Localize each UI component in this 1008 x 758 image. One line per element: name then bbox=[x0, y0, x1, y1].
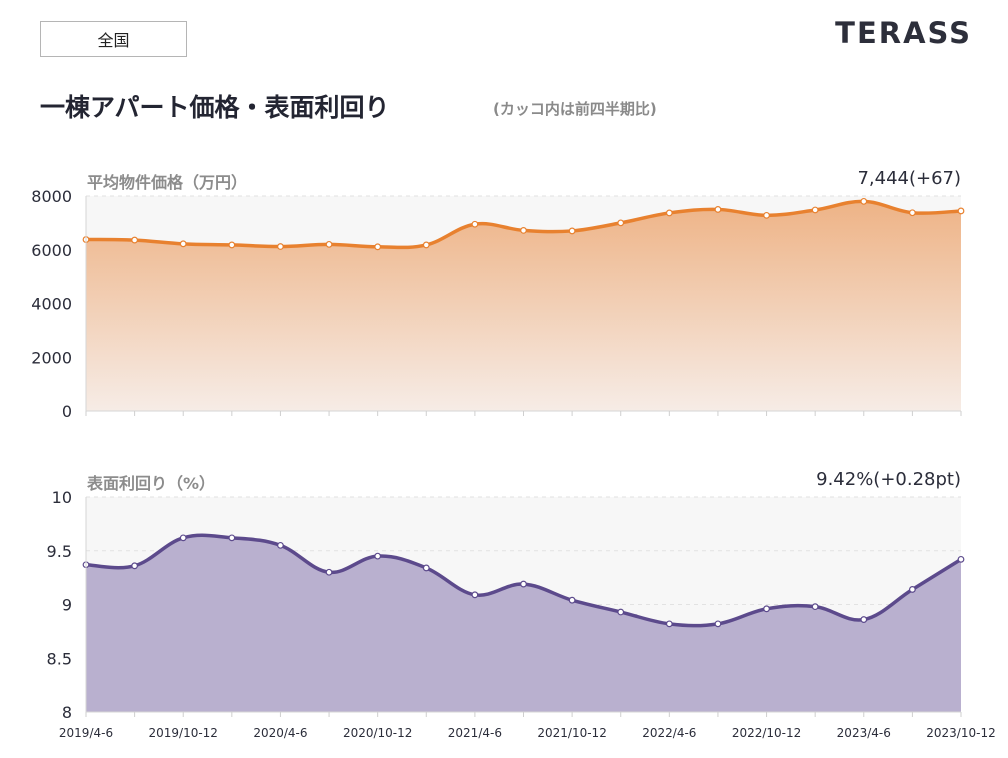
yield-data-point bbox=[179, 534, 187, 542]
region-label: 全国 bbox=[97, 31, 130, 50]
price-y-tick-label: 0 bbox=[62, 402, 72, 421]
yield-data-point bbox=[617, 608, 625, 616]
price-area-fill bbox=[86, 201, 961, 411]
price-y-tick-label: 2000 bbox=[31, 348, 72, 367]
x-tick-label: 2022/4-6 bbox=[642, 726, 696, 740]
price-data-point bbox=[277, 243, 284, 250]
price-chart: 8000 6000 4000 2000 0 bbox=[31, 187, 965, 421]
x-axis: 2019/4-6 2019/10-12 2020/4-6 2020/10-12 2021… bbox=[59, 726, 996, 740]
yield-data-point bbox=[131, 562, 139, 570]
yield-data-point bbox=[422, 564, 430, 572]
region-selector[interactable]: 全国 bbox=[40, 21, 187, 57]
price-data-point bbox=[471, 220, 479, 228]
price-data-point bbox=[179, 240, 187, 248]
x-tick-label: 2021/4-6 bbox=[448, 726, 502, 740]
yield-y-tick-label: 10 bbox=[52, 488, 72, 507]
yield-y-tick-label: 8 bbox=[62, 703, 72, 722]
price-data-point bbox=[228, 241, 236, 249]
yield-data-point bbox=[471, 591, 479, 599]
x-tick-label: 2019/4-6 bbox=[59, 726, 113, 740]
yield-data-point bbox=[811, 603, 819, 611]
x-tick-label: 2020/10-12 bbox=[343, 726, 412, 740]
price-data-point bbox=[665, 209, 673, 217]
yield-chart: 10 9.5 9 8.5 8 bbox=[47, 488, 965, 722]
price-data-point bbox=[520, 226, 527, 234]
yield-chart-title: 表面利回り（%） bbox=[87, 474, 216, 493]
x-tick-label: 2019/10-12 bbox=[148, 726, 217, 740]
price-data-point bbox=[617, 219, 625, 227]
price-data-point bbox=[568, 227, 576, 235]
price-y-tick-label: 6000 bbox=[31, 241, 72, 260]
price-data-point bbox=[860, 197, 868, 205]
price-data-point bbox=[957, 207, 965, 215]
yield-current-value: 9.42%(+0.28pt) bbox=[816, 469, 961, 490]
price-y-tick-label: 8000 bbox=[31, 187, 72, 206]
yield-data-point bbox=[568, 596, 576, 604]
x-tick-label: 2022/10-12 bbox=[732, 726, 801, 740]
page-title: 一棟アパート価格・表面利回り bbox=[40, 93, 390, 122]
price-chart-title: 平均物件価格（万円） bbox=[87, 173, 248, 192]
price-data-point bbox=[131, 236, 139, 244]
yield-data-point bbox=[714, 620, 722, 628]
yield-data-point bbox=[957, 555, 965, 563]
price-y-tick-label: 4000 bbox=[31, 295, 72, 314]
yield-y-tick-label: 8.5 bbox=[47, 649, 72, 668]
yield-data-point bbox=[860, 616, 868, 623]
price-data-point bbox=[422, 241, 430, 249]
yield-data-point bbox=[228, 534, 236, 542]
yield-data-point bbox=[763, 605, 770, 613]
yield-data-point bbox=[520, 580, 527, 588]
yield-data-point bbox=[325, 568, 333, 576]
page-subtitle: (カッコ内は前四半期比) bbox=[493, 100, 657, 118]
price-current-value: 7,444(+67) bbox=[857, 168, 961, 189]
price-data-point bbox=[714, 206, 722, 213]
price-data-point bbox=[374, 243, 382, 251]
x-tick-label: 2023/10-12 bbox=[926, 726, 995, 740]
price-data-point bbox=[811, 206, 819, 214]
price-data-point bbox=[908, 209, 916, 217]
yield-y-tick-label: 9.5 bbox=[47, 542, 72, 561]
terass-logo: TERASS bbox=[835, 16, 972, 50]
x-tick-label: 2020/4-6 bbox=[253, 726, 307, 740]
yield-data-point bbox=[374, 552, 382, 560]
yield-data-point bbox=[665, 620, 673, 628]
x-tick-label: 2023/4-6 bbox=[837, 726, 891, 740]
yield-y-tick-label: 9 bbox=[62, 596, 72, 615]
yield-data-point bbox=[908, 586, 916, 593]
yield-data-point bbox=[277, 541, 284, 549]
price-data-point bbox=[763, 211, 770, 219]
price-data-point bbox=[325, 240, 333, 248]
x-tick-label: 2021/10-12 bbox=[537, 726, 606, 740]
yield-area-fill bbox=[86, 535, 961, 712]
